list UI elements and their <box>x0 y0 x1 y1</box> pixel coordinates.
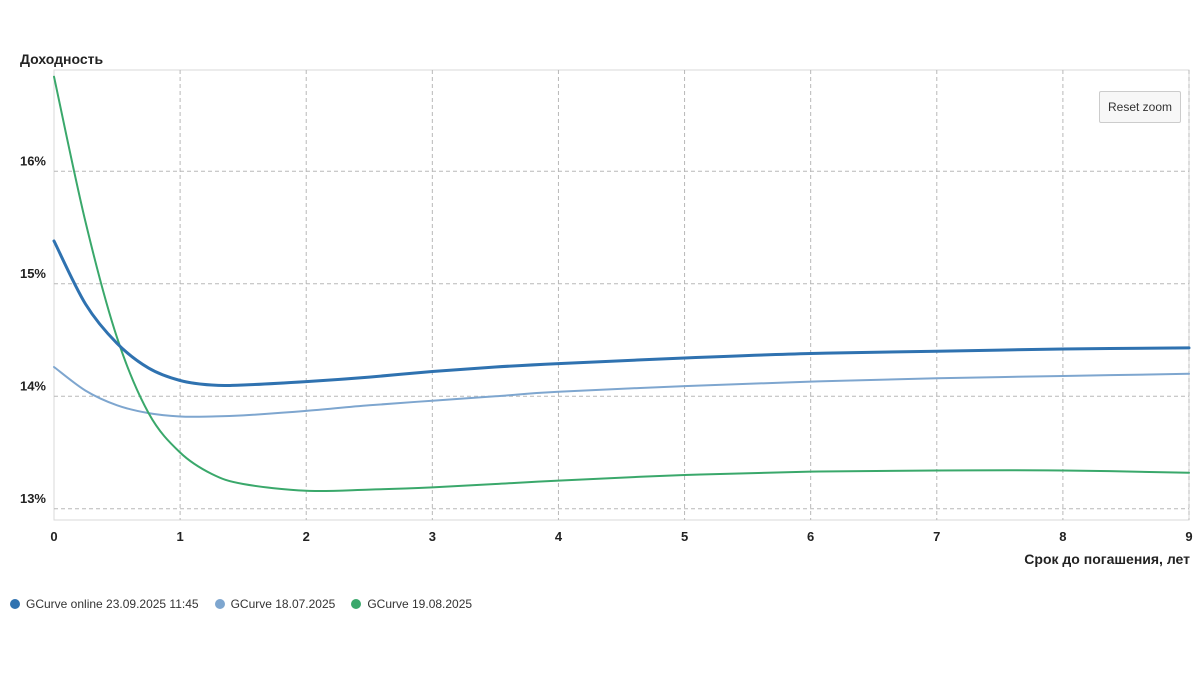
tick-layer: 0 1 2 3 4 5 6 7 8 9 13% 14% 15% 16% <box>20 153 1193 544</box>
legend-label: GCurve 19.08.2025 <box>367 597 473 611</box>
legend-marker-icon <box>214 599 225 609</box>
y-tick-label: 13% <box>20 491 46 506</box>
y-tick-label: 16% <box>20 153 46 168</box>
x-tick-label: 0 <box>50 529 57 544</box>
y-tick-label: 15% <box>20 266 46 281</box>
x-tick-label: 2 <box>303 529 310 544</box>
legend-item-2[interactable]: GCurve 18.07.2025 <box>214 597 336 611</box>
series-line-1[interactable] <box>52 239 1191 388</box>
legend-label: GCurve 18.07.2025 <box>230 597 336 611</box>
x-tick-label: 6 <box>807 529 814 544</box>
plot-area <box>53 69 1190 521</box>
legend-item-3[interactable]: GCurve 19.08.2025 <box>351 597 472 611</box>
legend-item-1[interactable]: GCurve online 23.09.2025 11:45 <box>10 597 199 611</box>
legend-marker-icon <box>351 599 362 609</box>
x-tick-label: 5 <box>681 529 688 544</box>
legend-marker-icon <box>10 599 20 609</box>
x-tick-label: 9 <box>1185 529 1192 544</box>
series-layer[interactable] <box>52 75 1191 493</box>
x-tick-label: 3 <box>429 529 436 544</box>
y-tick-label: 14% <box>20 378 46 393</box>
x-tick-label: 4 <box>555 529 563 544</box>
reset-zoom-button[interactable]: Reset zoom <box>1099 91 1181 123</box>
x-tick-label: 8 <box>1059 529 1066 544</box>
x-tick-label: 1 <box>176 529 183 544</box>
legend: GCurve online 23.09.2025 11:45 GCurve 18.… <box>10 597 472 611</box>
grid-layer <box>53 69 1190 521</box>
y-axis-title: Доходность <box>20 51 104 67</box>
series-line-2[interactable] <box>53 366 1190 418</box>
series-line-3[interactable] <box>53 75 1190 493</box>
legend-label: GCurve online 23.09.2025 11:45 <box>26 597 199 611</box>
x-axis-title: Срок до погашения, лет <box>1024 551 1190 567</box>
x-tick-label: 7 <box>933 529 940 544</box>
